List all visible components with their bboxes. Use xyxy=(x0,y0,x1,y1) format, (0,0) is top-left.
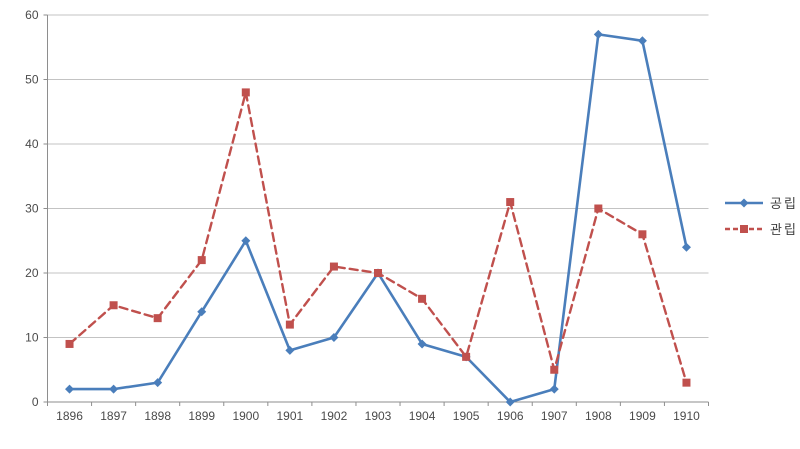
legend-label: 관립 xyxy=(770,222,798,237)
x-axis-label: 1906 xyxy=(497,409,524,423)
data-point-marker-square xyxy=(109,301,118,310)
legend: 공립 관립 xyxy=(724,194,798,237)
data-point-marker-diamond xyxy=(417,339,427,349)
data-point-marker-diamond xyxy=(109,384,119,394)
data-point-marker-square xyxy=(506,198,515,207)
data-point-marker-square xyxy=(638,230,647,239)
y-axis-label: 50 xyxy=(25,73,39,87)
x-axis-label: 1901 xyxy=(277,409,304,423)
x-axis-label: 1909 xyxy=(629,409,656,423)
x-axis-label: 1902 xyxy=(321,409,348,423)
y-axis-label: 0 xyxy=(32,395,39,409)
x-axis-label: 1905 xyxy=(453,409,480,423)
data-point-marker-square xyxy=(682,378,691,387)
legend-marker-square-icon xyxy=(725,224,763,233)
x-axis-label: 1897 xyxy=(100,409,127,423)
series-line-0 xyxy=(68,33,688,404)
data-point-marker-diamond xyxy=(197,307,207,317)
data-point-marker-square xyxy=(418,294,427,303)
data-point-marker-diamond xyxy=(549,384,559,394)
data-point-marker-diamond xyxy=(153,378,163,388)
data-point-marker-diamond xyxy=(329,333,339,342)
x-axis-label: 1908 xyxy=(585,409,612,423)
data-point-marker-diamond xyxy=(241,236,251,246)
x-axis-label: 1898 xyxy=(144,409,171,423)
data-point-marker-square xyxy=(462,352,471,361)
data-point-marker-square xyxy=(197,256,206,265)
legend-label: 공립 xyxy=(770,196,798,211)
x-axis-label: 1904 xyxy=(409,409,436,423)
x-axis-label: 1910 xyxy=(673,409,700,423)
series-line-1 xyxy=(68,91,688,384)
x-axis-label: 1903 xyxy=(365,409,392,423)
data-point-marker-square xyxy=(153,314,162,323)
data-point-marker-square xyxy=(374,269,382,277)
y-axis-label: 40 xyxy=(25,137,39,151)
y-axis-label: 20 xyxy=(25,266,39,280)
data-point-marker-diamond xyxy=(681,242,691,252)
data-point-marker-diamond xyxy=(285,345,295,355)
x-axis-label: 1896 xyxy=(56,409,83,423)
data-point-marker-square xyxy=(65,339,74,348)
data-point-marker-square xyxy=(285,320,294,329)
x-axis-label: 1899 xyxy=(188,409,215,423)
y-axis-label: 60 xyxy=(25,8,39,22)
legend-entry-gonglib[interactable]: 공립 xyxy=(724,194,798,211)
data-point-marker-square xyxy=(594,204,603,213)
y-axis-label: 30 xyxy=(25,202,39,216)
data-point-marker-square xyxy=(241,88,250,97)
data-point-marker-square xyxy=(329,262,338,271)
data-point-marker-diamond xyxy=(593,29,603,39)
legend-entry-gwanlib[interactable]: 관립 xyxy=(724,220,798,237)
data-point-marker-diamond xyxy=(637,36,647,46)
data-point-marker-diamond xyxy=(65,384,75,394)
x-axis-label: 1907 xyxy=(541,409,568,423)
data-point-marker-square xyxy=(550,365,559,374)
legend-marker-diamond-icon xyxy=(725,198,763,207)
y-axis-label: 10 xyxy=(25,331,39,345)
x-axis-label: 1900 xyxy=(232,409,259,423)
data-point-marker-diamond xyxy=(505,397,515,407)
